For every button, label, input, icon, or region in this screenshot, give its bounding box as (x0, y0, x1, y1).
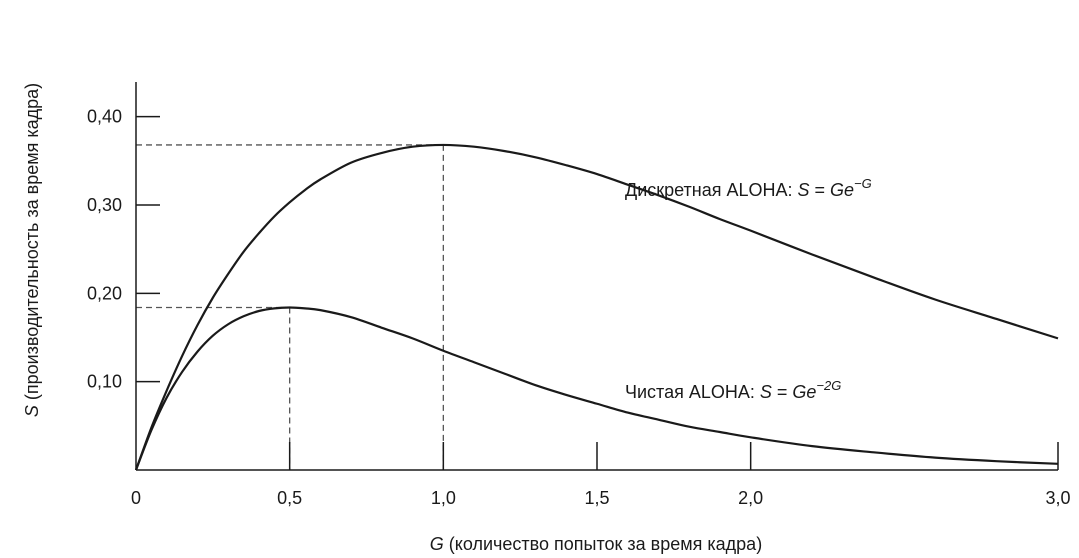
pure-aloha-label: Чистая ALOHA: S = Ge−2G (625, 378, 841, 402)
slotted-aloha-label: Дискретная ALOHA: S = Ge−G (625, 176, 872, 200)
y-tick-label: 0,40 (87, 107, 122, 127)
y-tick-label: 0,30 (87, 195, 122, 215)
x-tick-label: 1,0 (431, 488, 456, 508)
x-tick-label: 1,5 (584, 488, 609, 508)
y-axis-title: S (производительность за время кадра) (22, 83, 42, 417)
y-tick-label: 0,20 (87, 283, 122, 303)
x-tick-label: 0,5 (277, 488, 302, 508)
slotted-aloha-curve (134, 143, 1059, 471)
x-axis-title: G (количество попыток за время кадра) (430, 534, 762, 554)
x-tick-label: 3,0 (1045, 488, 1070, 508)
pure-aloha-curve (134, 306, 1059, 471)
x-tick-label: 2,0 (738, 488, 763, 508)
y-ticks: 0,10 0,20 0,30 0,40 (87, 107, 160, 392)
x-ticks: 0 0,5 1,0 1,5 2,0 3,0 (131, 442, 1071, 508)
x-tick-label: 0 (131, 488, 141, 508)
y-tick-label: 0,10 (87, 372, 122, 392)
